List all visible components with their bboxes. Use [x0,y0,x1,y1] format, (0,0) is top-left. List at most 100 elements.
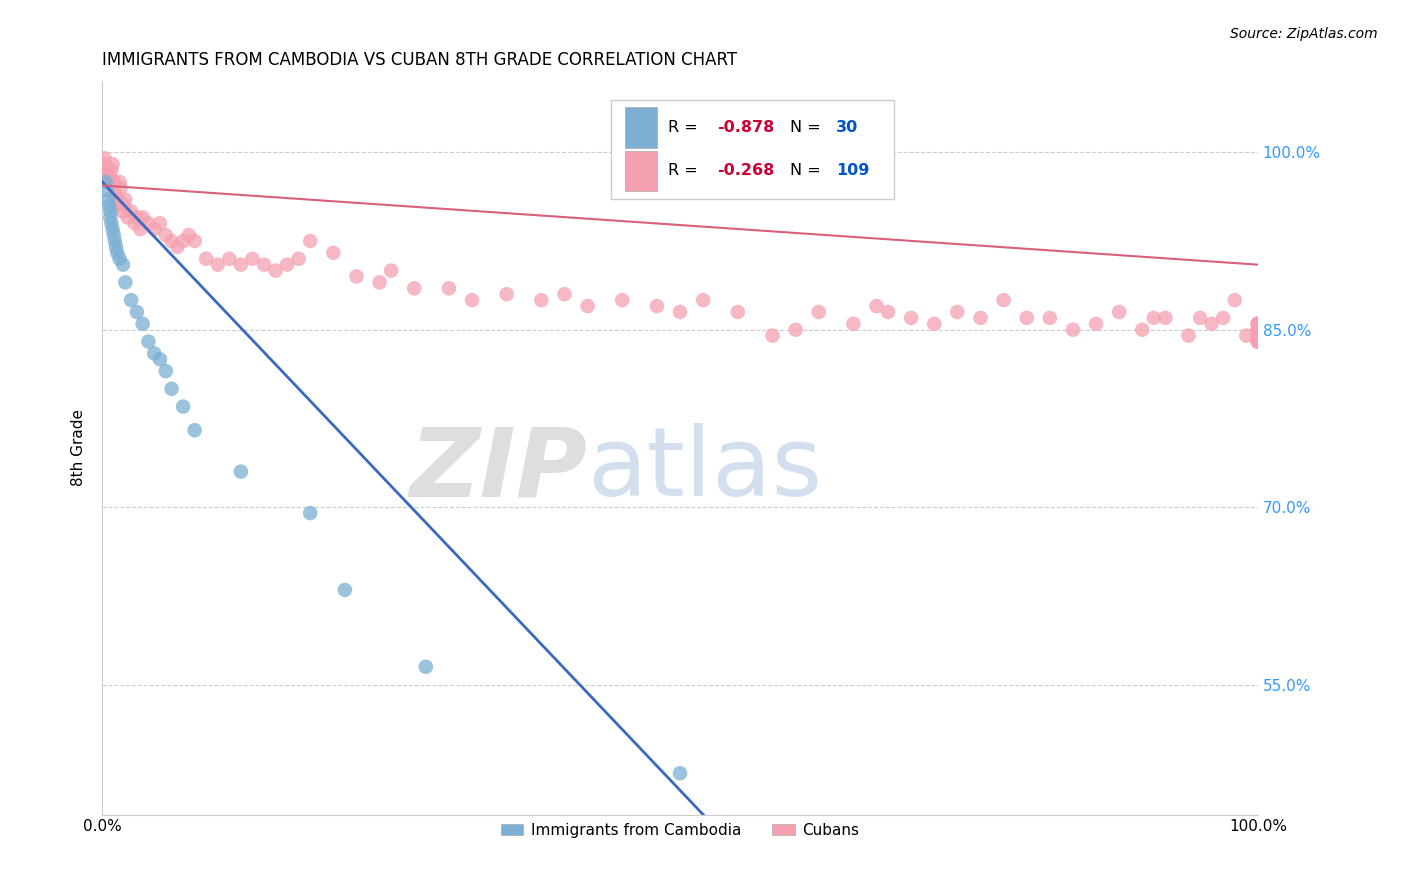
Point [346,269,368,284]
Point [105,198,128,212]
Point [299,506,322,520]
Point [842,317,865,331]
Point [101,157,124,171]
Point [1247,323,1270,337]
Point [1189,310,1212,325]
Point [1108,305,1130,319]
Point [155,228,177,243]
Point [114,193,136,207]
Point [108,252,131,266]
Point [166,240,188,254]
FancyBboxPatch shape [624,151,657,191]
Legend: Immigrants from Cambodia, Cubans: Immigrants from Cambodia, Cubans [495,816,866,844]
Point [576,299,599,313]
Text: R =: R = [668,163,703,178]
Point [1247,317,1270,331]
Point [692,293,714,307]
Point [1247,328,1270,343]
Point [900,310,922,325]
Point [98,204,121,219]
Point [177,228,200,243]
Point [922,317,945,331]
Point [103,228,125,243]
Point [437,281,460,295]
Text: N =: N = [790,120,825,135]
Point [1247,328,1270,343]
Point [530,293,553,307]
Point [1234,328,1257,343]
Point [1247,328,1270,343]
Point [1247,328,1270,343]
Point [1247,323,1270,337]
Point [727,305,749,319]
Point [101,222,124,236]
Point [207,258,229,272]
Point [1247,323,1270,337]
Point [96,183,118,197]
Point [276,258,298,272]
Point [1223,293,1246,307]
Point [1201,317,1223,331]
Point [993,293,1015,307]
Point [1085,317,1108,331]
Point [1247,323,1270,337]
Point [114,276,136,290]
Point [1247,328,1270,343]
Point [785,323,807,337]
Text: -0.878: -0.878 [717,120,775,135]
Point [93,151,115,165]
Point [969,310,991,325]
Point [98,175,121,189]
Point [117,211,139,225]
Point [1212,310,1234,325]
Point [1247,323,1270,337]
Point [1154,310,1177,325]
Point [1130,323,1153,337]
Point [495,287,517,301]
Point [195,252,218,266]
Point [111,258,134,272]
Point [1247,317,1270,331]
Text: Source: ZipAtlas.com: Source: ZipAtlas.com [1230,27,1378,41]
Point [155,364,177,378]
Point [415,660,437,674]
Point [112,198,135,212]
Point [946,305,969,319]
Point [1247,323,1270,337]
Point [110,181,132,195]
Point [125,305,148,319]
Point [98,198,121,212]
Point [1247,328,1270,343]
Point [98,169,121,183]
Point [98,211,121,225]
Point [108,175,131,189]
Point [94,157,117,171]
Point [761,328,783,343]
Point [612,293,634,307]
Point [138,216,160,230]
Point [553,287,575,301]
Point [97,193,120,207]
Point [1039,310,1062,325]
Point [368,276,391,290]
Point [229,465,252,479]
Point [104,234,127,248]
Y-axis label: 8th Grade: 8th Grade [72,409,86,486]
Point [149,216,172,230]
Point [1247,334,1270,349]
Point [125,211,148,225]
Point [218,252,240,266]
Text: -0.268: -0.268 [717,163,775,178]
Point [103,175,125,189]
Point [124,216,146,230]
Point [94,175,117,189]
Point [1015,310,1038,325]
Point [104,186,127,201]
Point [105,240,128,254]
Point [865,299,887,313]
Point [264,263,287,277]
Point [143,222,166,236]
Point [129,222,152,236]
FancyBboxPatch shape [610,100,894,199]
Point [100,216,122,230]
